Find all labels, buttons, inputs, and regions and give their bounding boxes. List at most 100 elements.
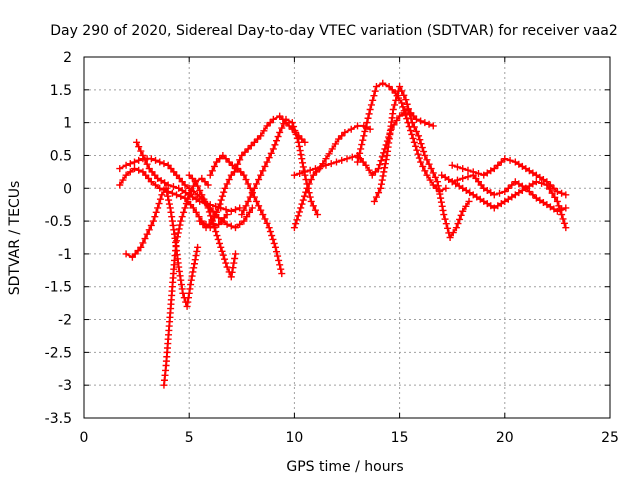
data-point bbox=[354, 122, 362, 130]
interp-marker bbox=[548, 189, 556, 197]
tick-layer: 0 5 10 15 20 25 -3.5 -3 -2.5 -2 -1.5 -1 -0.5 0 0.5 1 1.5… bbox=[45, 50, 619, 446]
interp-marker bbox=[380, 168, 388, 176]
interp-marker bbox=[497, 158, 505, 166]
interp-marker bbox=[155, 200, 163, 208]
series-line bbox=[209, 115, 306, 177]
interp-marker bbox=[558, 206, 566, 214]
interp-marker bbox=[420, 148, 428, 156]
data-point bbox=[343, 155, 351, 163]
interp-marker bbox=[497, 200, 505, 208]
data-point bbox=[236, 204, 244, 212]
interp-marker bbox=[508, 193, 516, 201]
data-point bbox=[204, 204, 212, 212]
data-point bbox=[562, 191, 570, 199]
interp-marker bbox=[376, 161, 384, 169]
interp-marker bbox=[266, 228, 274, 236]
data-point bbox=[271, 243, 279, 251]
data-point bbox=[227, 207, 235, 215]
data-point bbox=[412, 115, 420, 123]
interp-marker bbox=[231, 255, 239, 263]
interp-marker bbox=[417, 140, 425, 148]
interp-marker bbox=[418, 144, 426, 152]
interp-marker bbox=[220, 188, 228, 196]
interp-marker bbox=[212, 228, 220, 236]
interp-marker bbox=[338, 132, 346, 140]
interp-marker bbox=[312, 168, 320, 176]
interp-marker bbox=[177, 276, 185, 284]
interp-marker bbox=[298, 200, 306, 208]
data-point bbox=[130, 158, 138, 166]
interp-marker bbox=[453, 163, 461, 171]
data-point bbox=[553, 197, 561, 205]
data-point bbox=[311, 165, 319, 173]
interp-marker bbox=[550, 205, 558, 213]
data-point bbox=[164, 188, 172, 196]
interp-marker bbox=[278, 124, 286, 132]
interp-marker bbox=[546, 181, 554, 189]
data-point bbox=[490, 191, 498, 199]
data-point bbox=[362, 161, 370, 169]
data-point bbox=[231, 165, 239, 173]
data-point bbox=[423, 171, 431, 179]
interp-marker bbox=[188, 174, 196, 182]
data-point bbox=[396, 112, 404, 120]
data-point bbox=[122, 171, 130, 179]
data-point bbox=[511, 191, 519, 199]
interp-marker bbox=[302, 188, 310, 196]
interp-marker bbox=[449, 229, 457, 237]
interp-marker bbox=[152, 181, 160, 189]
interp-marker bbox=[187, 186, 195, 194]
interp-marker bbox=[126, 168, 134, 176]
interp-marker bbox=[504, 195, 512, 203]
interp-marker bbox=[152, 156, 160, 164]
data-point bbox=[221, 184, 229, 192]
interp-marker bbox=[178, 213, 186, 221]
data-point bbox=[204, 181, 212, 189]
data-point bbox=[396, 83, 404, 91]
data-point bbox=[175, 263, 183, 271]
data-point bbox=[225, 158, 233, 166]
data-point bbox=[347, 125, 355, 133]
data-point bbox=[385, 83, 393, 91]
interp-marker bbox=[331, 140, 339, 148]
interp-marker bbox=[348, 153, 356, 161]
interp-marker bbox=[263, 219, 271, 227]
data-point bbox=[402, 96, 410, 104]
interp-marker bbox=[225, 176, 233, 184]
interp-marker bbox=[462, 186, 470, 194]
data-point bbox=[137, 243, 145, 251]
interp-marker bbox=[248, 189, 256, 197]
data-point bbox=[341, 128, 349, 136]
data-point bbox=[354, 158, 362, 166]
data-point bbox=[562, 224, 570, 232]
interp-marker bbox=[382, 156, 390, 164]
data-point bbox=[194, 243, 202, 251]
interp-marker bbox=[434, 182, 442, 190]
data-point bbox=[490, 165, 498, 173]
x-tick-label: 15 bbox=[391, 430, 409, 446]
interp-marker bbox=[506, 156, 514, 164]
interp-marker bbox=[189, 193, 197, 201]
interp-marker bbox=[243, 213, 251, 221]
interp-marker bbox=[483, 169, 491, 177]
interp-marker bbox=[487, 202, 495, 210]
interp-marker bbox=[359, 136, 367, 144]
data-point bbox=[410, 138, 418, 146]
data-point bbox=[295, 138, 303, 146]
data-point bbox=[480, 171, 488, 179]
interp-marker bbox=[229, 264, 237, 272]
data-point bbox=[442, 184, 450, 192]
interp-marker bbox=[307, 176, 315, 184]
interp-marker bbox=[437, 198, 445, 206]
y-tick-label: 0 bbox=[63, 181, 72, 197]
interp-marker bbox=[538, 179, 546, 187]
data-point bbox=[328, 145, 336, 153]
data-point bbox=[257, 171, 265, 179]
interp-marker bbox=[559, 215, 567, 223]
interp-marker bbox=[423, 156, 431, 164]
data-point bbox=[501, 197, 509, 205]
data-point bbox=[244, 197, 252, 205]
interp-marker bbox=[357, 145, 365, 153]
interp-marker bbox=[182, 189, 190, 197]
